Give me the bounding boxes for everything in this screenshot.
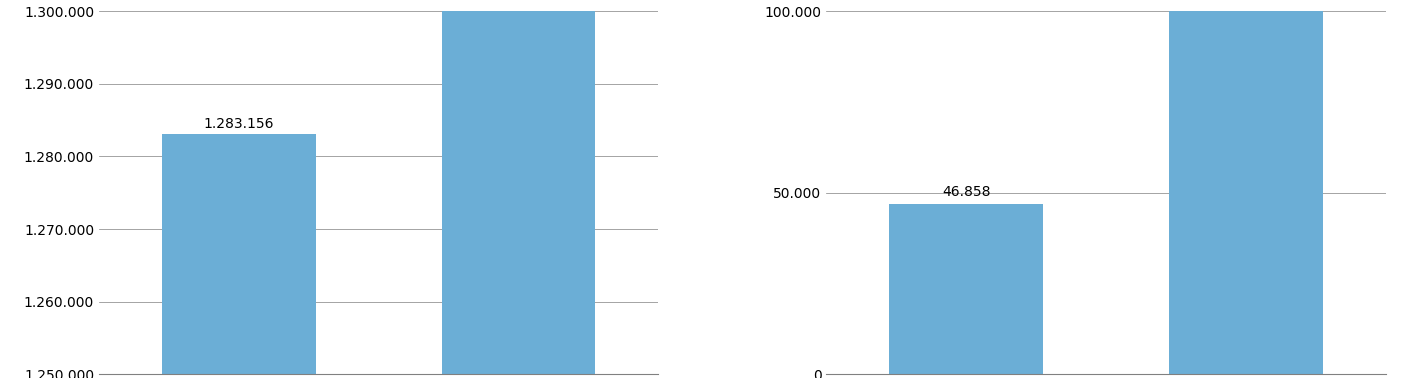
Bar	[1169, 0, 1322, 374]
Text: 46.858: 46.858	[942, 185, 990, 199]
Text: 1.283.156: 1.283.156	[204, 118, 274, 132]
Bar	[889, 204, 1044, 374]
Bar	[441, 0, 595, 378]
Bar	[163, 133, 315, 378]
